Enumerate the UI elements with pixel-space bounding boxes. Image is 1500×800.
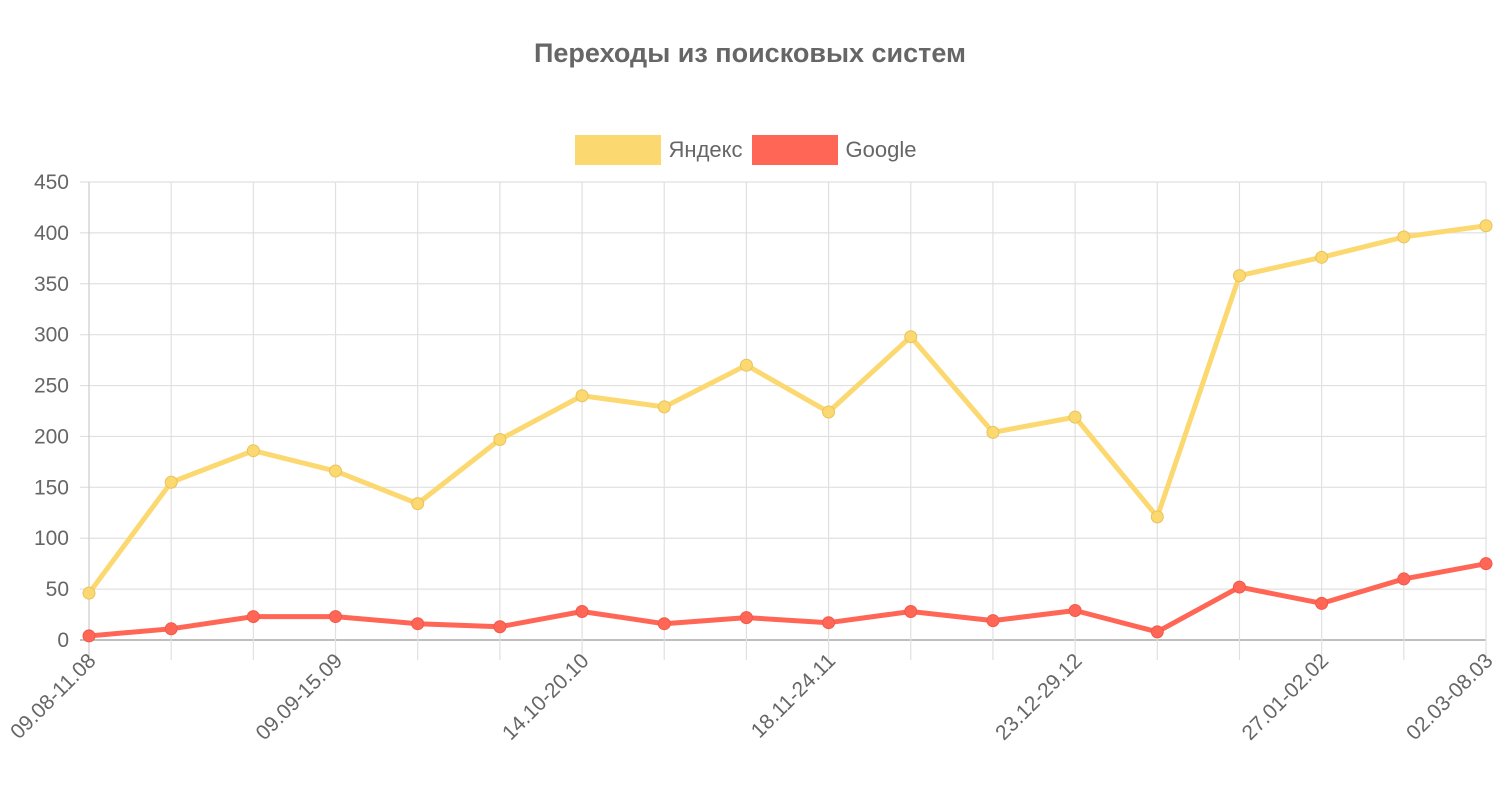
data-point[interactable] [1397,572,1411,586]
data-point[interactable] [822,616,836,630]
data-point[interactable] [329,610,343,624]
y-tick-label: 100 [34,527,69,550]
y-axis: 0 50 100 150 200 250 300 350 400 450 [34,171,69,652]
data-point[interactable] [1068,410,1082,424]
data-point[interactable] [1315,596,1329,610]
data-point[interactable] [82,629,96,643]
data-point[interactable] [493,432,507,446]
data-point[interactable] [739,611,753,625]
x-axis: 09.08-11.08 09.09-15.09 14.10-20.10 18.11-2… [6,649,1497,745]
legend-swatch-google [751,135,838,165]
y-tick-label: 400 [34,222,69,245]
y-tick-label: 0 [57,629,69,652]
data-point[interactable] [1068,603,1082,617]
y-tick-label: 200 [34,425,69,448]
x-tick-label: 09.09-15.09 [252,649,348,745]
data-point[interactable] [739,358,753,372]
data-point[interactable] [657,400,671,414]
y-tick-label: 250 [34,375,69,398]
data-point[interactable] [575,389,589,403]
y-tick-label: 150 [34,476,69,499]
data-point[interactable] [411,617,425,631]
data-point[interactable] [1315,250,1329,264]
data-point[interactable] [986,425,1000,439]
data-point[interactable] [493,620,507,634]
y-tick-label: 350 [34,273,69,296]
data-point[interactable] [904,330,918,344]
legend-item-yandex[interactable]: Яндекс [574,135,743,165]
data-point[interactable] [164,622,178,636]
legend-label-google: Google [845,137,917,162]
legend-swatch-yandex [574,135,661,165]
data-point[interactable] [1479,557,1493,571]
y-tick-label: 450 [34,171,69,194]
data-point[interactable] [1397,230,1411,244]
legend: Яндекс Google [0,135,1500,165]
data-point[interactable] [1232,269,1246,283]
grid-lines [80,181,1487,660]
data-point[interactable] [164,475,178,489]
data-point[interactable] [246,610,260,624]
data-point[interactable] [657,617,671,631]
x-tick-label: 14.10-20.10 [498,649,594,745]
y-tick-label: 50 [46,578,69,601]
data-point[interactable] [986,614,1000,628]
data-point[interactable] [82,586,96,600]
data-point[interactable] [246,444,260,458]
y-tick-label: 300 [34,324,69,347]
x-tick-label: 23.12-29.12 [991,649,1087,745]
data-point[interactable] [575,605,589,619]
data-point[interactable] [904,605,918,619]
data-point[interactable] [822,405,836,419]
x-tick-label: 18.11-24.11 [747,649,840,742]
series-lines [82,219,1493,643]
data-point[interactable] [411,497,425,511]
series-google [82,557,1493,643]
data-point[interactable] [1479,219,1493,233]
x-tick-label: 02.03-08.03 [1402,649,1498,745]
legend-label-yandex: Яндекс [668,137,743,162]
legend-item-google[interactable]: Google [751,135,917,165]
x-tick-label: 09.08-11.08 [6,649,100,743]
data-point[interactable] [1150,510,1164,524]
data-point[interactable] [329,464,343,478]
chart-title: Переходы из поисковых систем [534,38,966,68]
data-point[interactable] [1232,580,1246,594]
x-tick-label: 27.01-02.02 [1238,649,1334,745]
data-point[interactable] [1150,625,1164,639]
series-yandex [82,219,1493,600]
